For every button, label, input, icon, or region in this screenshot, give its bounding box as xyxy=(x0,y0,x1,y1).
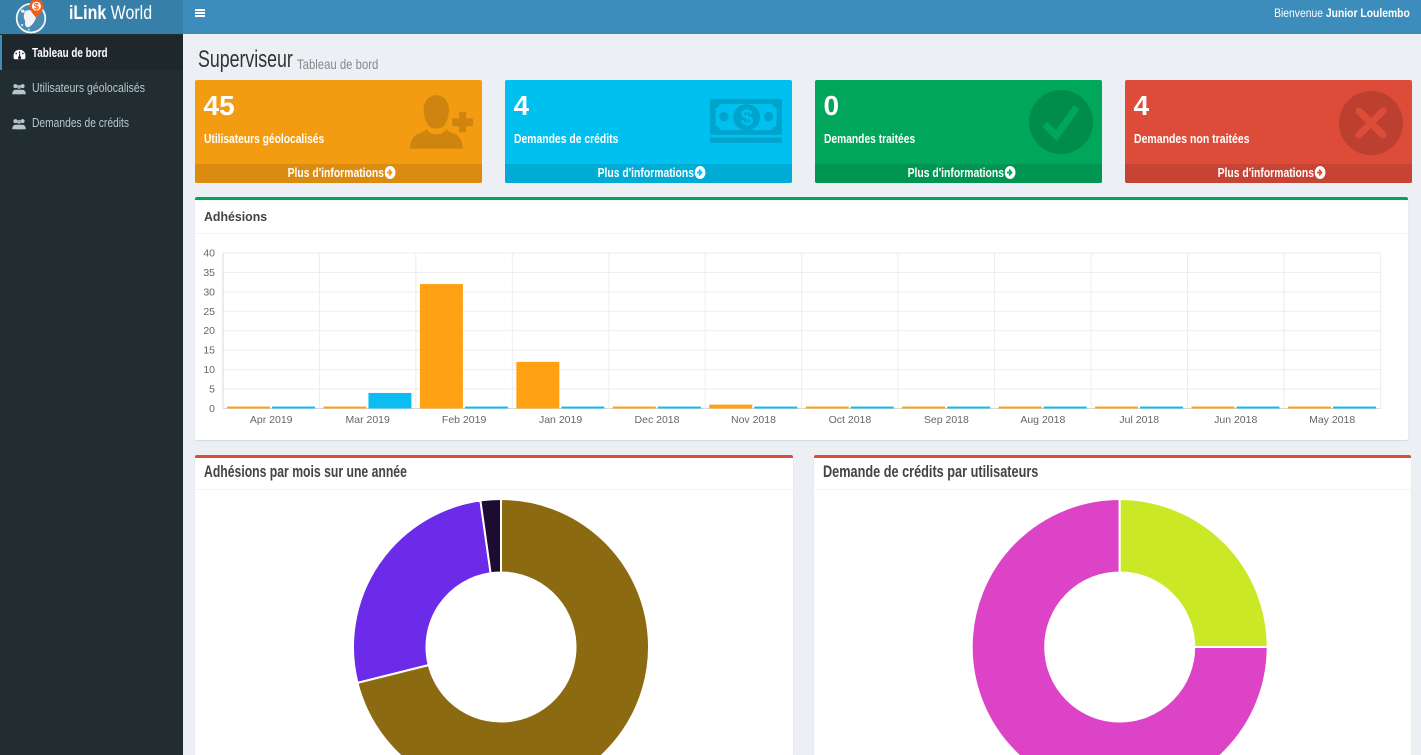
svg-text:$: $ xyxy=(741,104,754,130)
svg-text:25: 25 xyxy=(203,305,215,317)
svg-text:10: 10 xyxy=(203,364,215,376)
svg-text:May 2018: May 2018 xyxy=(1309,414,1355,426)
svg-text:20: 20 xyxy=(203,325,215,337)
svg-text:Jun 2018: Jun 2018 xyxy=(1214,414,1257,426)
svg-text:Nov 2018: Nov 2018 xyxy=(731,414,776,426)
svg-text:Aug 2018: Aug 2018 xyxy=(1020,414,1065,426)
svg-text:Feb 2019: Feb 2019 xyxy=(442,414,487,426)
svg-text:40: 40 xyxy=(203,247,215,259)
svg-text:Dec 2018: Dec 2018 xyxy=(635,414,680,426)
svg-text:15: 15 xyxy=(203,344,215,356)
svg-text:0: 0 xyxy=(209,403,215,415)
svg-text:Oct 2018: Oct 2018 xyxy=(829,414,872,426)
svg-text:Jan 2019: Jan 2019 xyxy=(539,414,582,426)
svg-text:5: 5 xyxy=(209,383,215,395)
svg-text:30: 30 xyxy=(203,286,215,298)
svg-text:Apr 2019: Apr 2019 xyxy=(250,414,293,426)
svg-text:35: 35 xyxy=(203,266,215,278)
svg-text:Sep 2018: Sep 2018 xyxy=(924,414,969,426)
svg-text:Mar 2019: Mar 2019 xyxy=(346,414,391,426)
svg-text:Jul 2018: Jul 2018 xyxy=(1119,414,1159,426)
svg-text:$: $ xyxy=(34,2,40,13)
